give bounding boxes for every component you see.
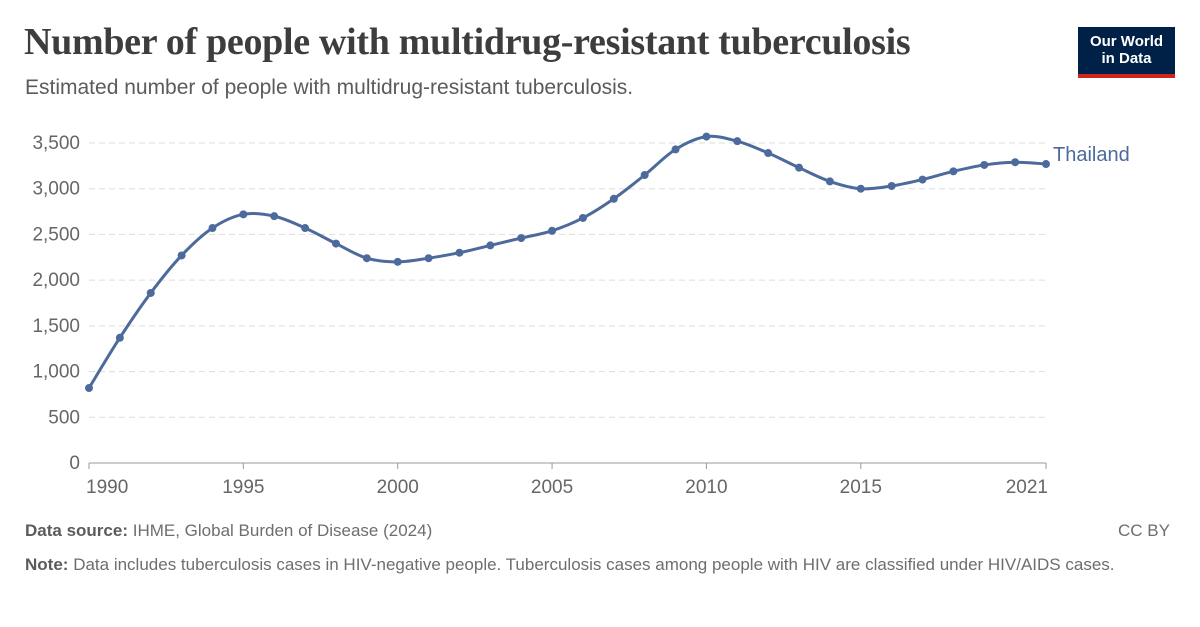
x-tick-label: 2015	[840, 477, 882, 498]
chart-subtitle: Estimated number of people with multidru…	[25, 76, 634, 99]
y-tick-label: 0	[69, 453, 80, 474]
x-tick-label: 1990	[86, 477, 128, 498]
data-point	[362, 254, 371, 263]
logo-line-1: Our World	[1089, 33, 1164, 50]
data-point	[702, 132, 711, 141]
data-point	[301, 224, 310, 233]
x-tick-label: 2000	[377, 477, 419, 498]
data-point	[517, 234, 526, 243]
data-point	[486, 241, 495, 250]
data-point	[270, 212, 279, 221]
data-point	[640, 171, 649, 179]
data-point	[733, 137, 742, 146]
data-point	[671, 145, 680, 154]
data-point	[856, 184, 865, 193]
data-point	[393, 257, 402, 266]
data-source-label: Data source:	[25, 521, 128, 540]
y-tick-label: 3,000	[32, 179, 80, 200]
y-tick-label: 2,000	[32, 270, 80, 291]
y-axis-ticks: 0 500 1,000 1,500 2,000 2,500 3,000 3,500	[32, 133, 80, 474]
y-tick-label: 500	[48, 407, 80, 428]
license-link[interactable]: CC BY	[1118, 521, 1170, 540]
data-point	[239, 210, 248, 219]
data-point	[331, 239, 340, 248]
data-source: Data source: IHME, Global Burden of Dise…	[25, 521, 432, 541]
data-point	[1011, 158, 1020, 167]
data-point	[85, 384, 93, 393]
y-tick-label: 2,500	[32, 224, 80, 245]
x-tick-label: 2021	[1006, 477, 1048, 498]
data-point	[424, 254, 433, 263]
data-point	[949, 167, 958, 176]
series-line-thailand	[87, 134, 1047, 389]
data-source-text[interactable]: IHME, Global Burden of Disease (2024)	[132, 521, 433, 540]
data-point	[1042, 160, 1050, 169]
x-tick-label: 1995	[222, 477, 264, 498]
x-axis: 1990 1995 2000 2005 2010 2015 2021	[86, 462, 1048, 498]
data-point	[795, 163, 804, 172]
y-tick-label: 1,500	[32, 316, 80, 337]
data-point	[146, 288, 155, 297]
data-point	[455, 248, 464, 257]
y-tick-label: 3,500	[32, 133, 80, 154]
owid-logo[interactable]: Our World in Data	[1078, 27, 1175, 78]
data-point	[825, 177, 834, 186]
data-point	[115, 333, 124, 342]
data-point	[887, 181, 896, 190]
chart-title: Number of people with multidrug-resistan…	[24, 21, 911, 63]
data-point	[208, 224, 217, 233]
logo-line-2: in Data	[1101, 50, 1152, 67]
data-point	[177, 251, 186, 260]
x-tick-label: 2005	[531, 477, 573, 498]
data-point	[578, 213, 587, 222]
x-tick-label: 2010	[685, 477, 727, 498]
chart-note: Note: Data includes tuberculosis cases i…	[25, 553, 1135, 577]
data-point	[980, 160, 989, 169]
data-point	[609, 194, 618, 203]
series-label: Thailand	[1053, 144, 1130, 166]
y-tick-label: 1,000	[32, 362, 80, 383]
data-point	[548, 226, 557, 235]
data-point	[918, 175, 927, 184]
series-group: Thailand	[85, 132, 1130, 393]
data-point	[764, 149, 773, 158]
note-text: Data includes tuberculosis cases in HIV-…	[73, 555, 1115, 574]
note-label: Note:	[25, 555, 69, 574]
